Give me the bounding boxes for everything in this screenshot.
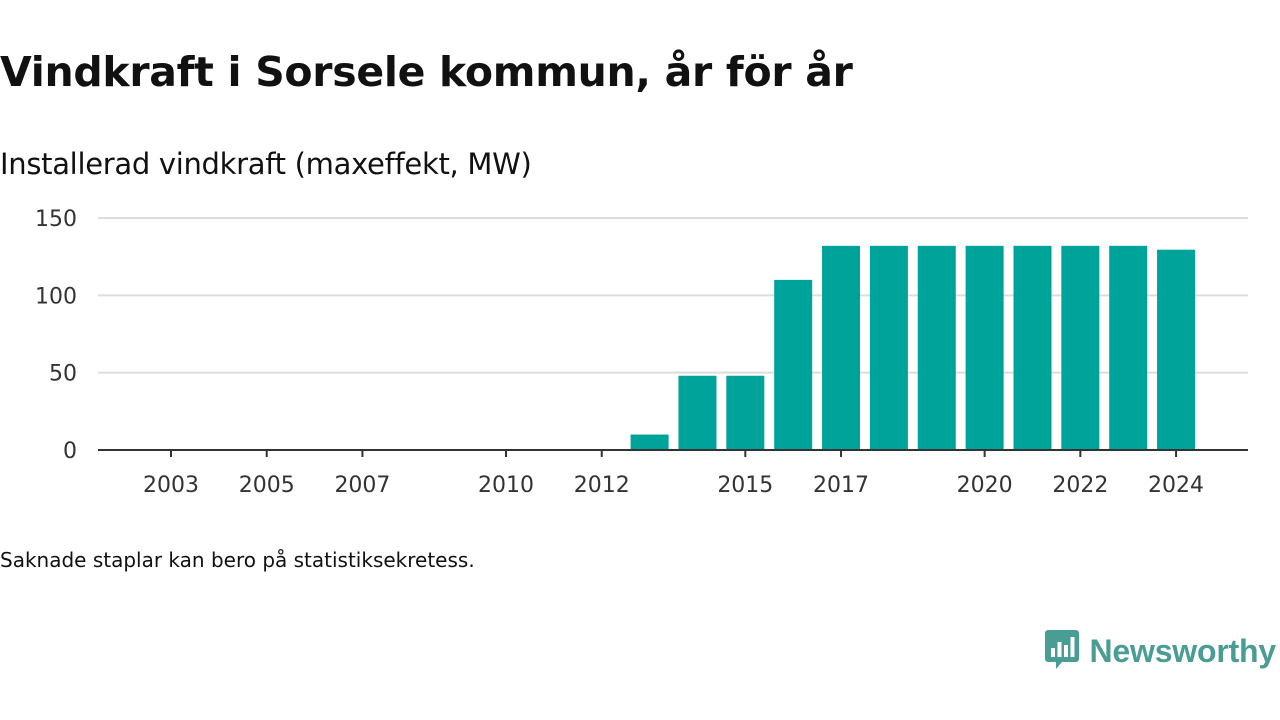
brand: Newsworthy xyxy=(1044,628,1277,674)
y-tick-label: 150 xyxy=(35,207,77,232)
bar-2024 xyxy=(1157,249,1196,450)
bars xyxy=(630,245,1196,450)
x-tick-label: 2003 xyxy=(143,473,199,498)
chart-title: Vindkraft i Sorsele kommun, år för år xyxy=(0,48,853,96)
bar-2016 xyxy=(774,279,813,450)
bar-2021 xyxy=(1013,245,1052,450)
x-tick-label: 2007 xyxy=(334,473,390,498)
bar-2018 xyxy=(869,245,908,450)
brand-name: Newsworthy xyxy=(1089,632,1277,669)
grid-lines xyxy=(98,217,1248,374)
x-axis-labels: 2003 2005 2007 2010 2012 2015 2017 2020 2022 2024 xyxy=(143,473,1204,498)
x-tick-label: 2010 xyxy=(478,473,534,498)
y-tick-label: 100 xyxy=(35,284,77,309)
bar-2013 xyxy=(630,434,669,450)
x-tick-label: 2020 xyxy=(957,473,1013,498)
bar-2017 xyxy=(822,245,861,450)
y-axis-labels: 0 50 100 150 xyxy=(35,207,77,464)
x-tick-label: 2012 xyxy=(574,473,630,498)
x-tick-label: 2024 xyxy=(1148,473,1204,498)
y-tick-label: 0 xyxy=(63,439,77,464)
x-axis xyxy=(98,449,1248,457)
bar-2022 xyxy=(1061,245,1100,450)
bar-2019 xyxy=(917,245,956,450)
x-tick-label: 2017 xyxy=(813,473,869,498)
x-tick-label: 2015 xyxy=(717,473,773,498)
footnote: Saknade staplar kan bero på statistiksek… xyxy=(0,548,475,572)
chart-subtitle: Installerad vindkraft (maxeffekt, MW) xyxy=(0,147,532,181)
newsworthy-logo-icon xyxy=(1044,628,1080,674)
bar-2023 xyxy=(1109,245,1148,450)
x-tick-label: 2005 xyxy=(239,473,295,498)
bar-2020 xyxy=(965,245,1004,450)
y-tick-label: 50 xyxy=(49,362,77,387)
bar-2014 xyxy=(678,375,717,450)
x-tick-label: 2022 xyxy=(1052,473,1108,498)
bar-2015 xyxy=(726,375,765,450)
